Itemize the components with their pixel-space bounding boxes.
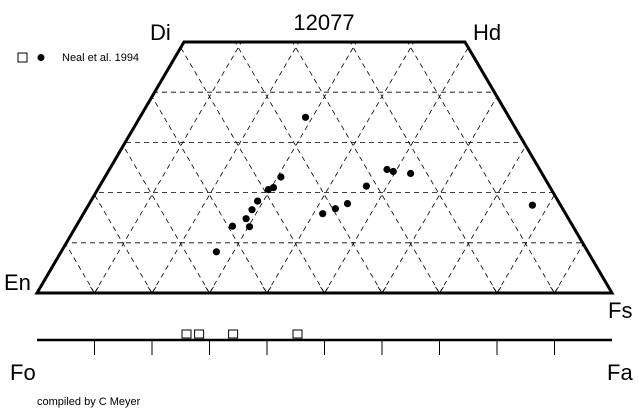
grid-line-diagonal-right [151,42,300,293]
grid-base-tick [550,286,559,293]
olivine-data-point [228,329,239,339]
pyroxene-data-point [389,167,397,176]
legend: Neal et al. 1994 [17,52,139,64]
grid-base-tick [90,286,99,293]
corner-label-hd: Hd [473,20,501,45]
grid-line-diagonal-left [234,42,383,293]
grid-line-diagonal-left [37,42,95,293]
pyroxene-data-point [383,165,391,174]
pyroxene-data-point [248,206,256,214]
grid-line-diagonal-right [209,42,357,293]
pyroxene-data-point [301,113,310,121]
grid-line-diagonal-left [119,42,268,293]
grid-line-diagonal-left [177,42,325,293]
credit-text: compiled by C Meyer [37,396,141,408]
grid-base-tick [435,286,444,293]
olivine-data-point [194,329,205,339]
pyroxene-data-point [528,201,537,209]
grid-base-tick [147,286,157,293]
pyroxene-data-point [212,248,220,256]
grid-line-diagonal-left [292,42,440,293]
grid-line-diagonal-left [37,42,153,293]
pyroxene-data-point [362,182,370,190]
grid-line-diagonal-right [439,42,587,293]
grid-base-tick [492,286,502,293]
pyroxene-data-point [277,173,285,181]
grid-line-diagonal-left [407,42,555,293]
pyroxene-data-point [228,222,237,230]
chart-title: 12077 [293,10,354,35]
legend-open-square-marker [17,52,28,63]
corner-label-fs: Fs [608,298,632,323]
grid-base-tick [377,286,387,293]
quadrilateral-outline [34,40,615,295]
olivine-data-point [181,329,192,339]
quadrilateral-grid [37,42,612,293]
grid-base-tick [262,286,272,293]
legend-label: Neal et al. 1994 [62,52,139,64]
pyroxene-data-point [319,210,327,218]
grid-line-diagonal-left [62,42,210,293]
grid-base-tick [205,286,214,293]
pyroxene-data-point [254,197,262,205]
pyroxene-points [212,113,537,256]
corner-label-di: Di [150,20,171,45]
grid-line-diagonal-right [266,42,415,293]
olivine-points [181,329,303,339]
grid-line-diagonal-right [381,42,530,293]
pyroxene-data-point [242,215,250,223]
corner-label-en: En [4,270,31,295]
pyroxene-data-point [407,169,415,178]
olivine-ticks [94,340,555,355]
grid-base-tick [320,286,329,293]
legend-filled-circle-marker [37,54,45,61]
grid-line-diagonal-left [349,42,498,293]
pyroxene-data-point [343,200,352,208]
pyroxene-data-point [245,223,254,231]
olivine-data-point [292,329,303,339]
grid-line-diagonal-right [94,42,242,293]
grid-line-diagonal-right [496,42,612,293]
olivine-label-fa: Fa [607,360,633,385]
grid-line-diagonal-right [554,42,612,293]
olivine-label-fo: Fo [10,360,36,385]
pyroxene-data-point [331,205,339,213]
pyroxene-data-point [264,186,272,194]
olivine-bar [37,329,612,355]
grid-line-diagonal-right [324,42,472,293]
